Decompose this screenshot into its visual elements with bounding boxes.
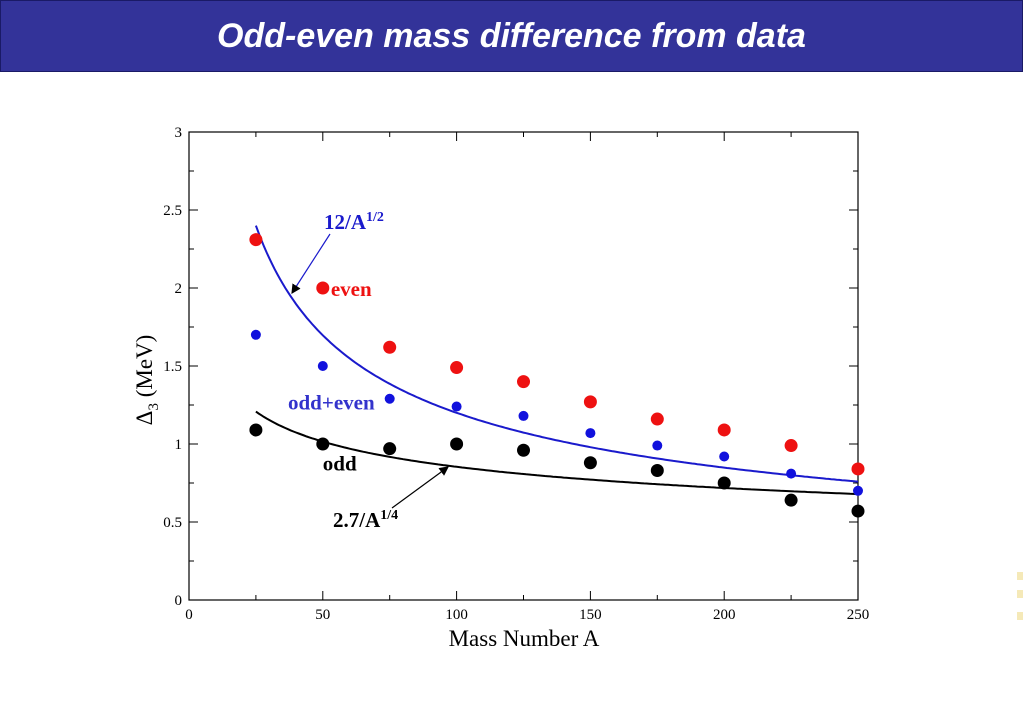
point-odd bbox=[517, 443, 530, 457]
point-odd-plus-even bbox=[786, 468, 797, 479]
point-odd bbox=[784, 493, 798, 507]
x-tick-label: 150 bbox=[579, 607, 602, 623]
series-label-even: even bbox=[331, 277, 372, 301]
y-tick-label: 1.5 bbox=[163, 359, 182, 375]
point-even bbox=[249, 233, 263, 247]
fit-curves bbox=[254, 225, 859, 496]
point-even bbox=[717, 423, 731, 437]
point-even bbox=[650, 412, 664, 426]
point-odd-plus-even bbox=[384, 393, 395, 404]
x-tick-label: 200 bbox=[713, 607, 736, 623]
point-odd bbox=[383, 442, 397, 456]
point-odd-plus-even bbox=[250, 329, 261, 340]
point-odd-plus-even bbox=[719, 451, 730, 462]
point-even bbox=[316, 281, 330, 295]
point-even bbox=[517, 375, 530, 389]
point-odd bbox=[316, 437, 330, 451]
fit-curve-0 bbox=[254, 225, 859, 483]
point-odd-plus-even bbox=[518, 410, 529, 421]
point-odd-plus-even bbox=[853, 485, 863, 496]
curve-arrow-sqrt bbox=[291, 233, 331, 295]
x-axis-label: Mass Number A bbox=[449, 626, 600, 651]
point-even bbox=[784, 439, 798, 453]
edge-decoration bbox=[1017, 572, 1023, 580]
slide-title-bar: Odd-even mass difference from data bbox=[0, 0, 1023, 72]
point-odd bbox=[249, 423, 263, 437]
x-tick-label: 50 bbox=[315, 607, 330, 623]
point-odd bbox=[717, 476, 731, 490]
point-odd bbox=[583, 456, 597, 470]
slide-title: Odd-even mass difference from data bbox=[217, 16, 806, 55]
x-tick-label: 250 bbox=[847, 607, 870, 623]
y-tick-label: 0 bbox=[175, 593, 183, 609]
y-tick-label: 2.5 bbox=[163, 203, 182, 219]
x-tick-label: 100 bbox=[445, 607, 468, 623]
edge-decoration bbox=[1017, 590, 1023, 598]
point-even bbox=[583, 395, 597, 409]
point-even bbox=[450, 361, 464, 375]
point-even bbox=[383, 340, 397, 354]
point-odd-plus-even bbox=[652, 440, 663, 451]
edge-decoration bbox=[1017, 612, 1023, 620]
curve-label-fourth-root: 2.7/A1/4 bbox=[333, 508, 398, 532]
series-label-odd-plus-even: odd+even bbox=[288, 391, 375, 415]
point-odd bbox=[450, 437, 464, 451]
point-odd bbox=[650, 464, 664, 478]
curve-arrow-fourth-root bbox=[391, 466, 449, 509]
y-tick-label: 3 bbox=[175, 125, 183, 141]
point-odd-plus-even bbox=[585, 428, 596, 439]
point-odd-plus-even bbox=[317, 361, 328, 371]
point-even bbox=[851, 462, 865, 476]
y-axis-label: Δ3 (MeV) bbox=[132, 335, 162, 426]
y-tick-label: 1 bbox=[175, 437, 183, 453]
point-odd-plus-even bbox=[451, 401, 462, 412]
curve-label-sqrt: 12/A1/2 bbox=[324, 210, 384, 234]
series-label-odd: odd bbox=[323, 452, 357, 476]
x-tick-label: 0 bbox=[185, 607, 193, 623]
axis-ticks: 0 50 100 150 200 250 0 0.5 1 1.5 2 2.5 3 bbox=[163, 125, 869, 623]
y-tick-label: 0.5 bbox=[163, 515, 182, 531]
data-points bbox=[249, 233, 865, 518]
point-odd bbox=[851, 504, 865, 518]
annotations: even odd+even odd bbox=[288, 277, 375, 476]
plot-frame bbox=[188, 131, 859, 601]
y-tick-label: 2 bbox=[175, 281, 183, 297]
fit-curve-1 bbox=[255, 410, 859, 496]
